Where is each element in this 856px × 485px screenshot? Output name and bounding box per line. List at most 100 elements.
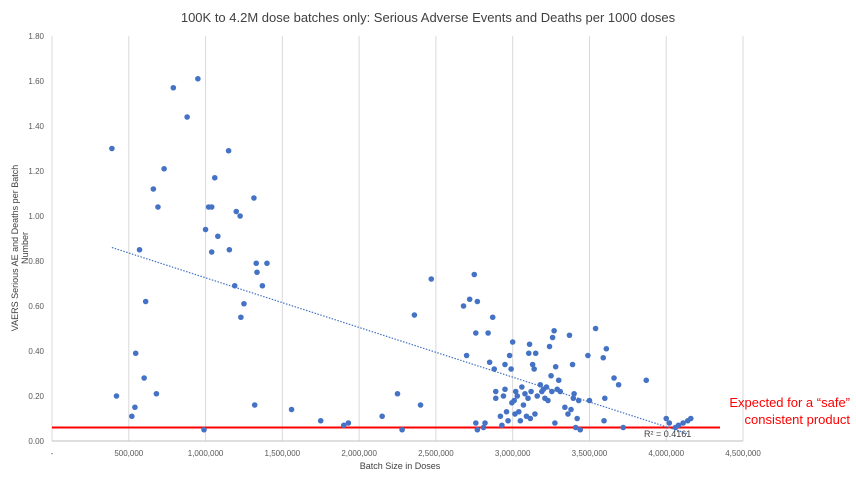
annotation-line-2: consistent product xyxy=(744,412,850,427)
data-point xyxy=(569,361,576,368)
data-point xyxy=(460,303,467,309)
data-point xyxy=(231,282,238,289)
data-point xyxy=(241,300,247,307)
data-point xyxy=(546,343,553,350)
data-point xyxy=(500,393,507,399)
y-tick-label: 1.60 xyxy=(28,77,44,86)
data-point xyxy=(474,426,481,433)
data-point xyxy=(113,393,120,399)
data-point xyxy=(600,354,607,361)
data-point xyxy=(570,395,577,402)
data-point xyxy=(254,269,260,276)
data-point xyxy=(394,390,401,397)
data-point xyxy=(195,75,201,82)
data-point xyxy=(463,352,470,359)
data-point xyxy=(251,195,257,201)
data-point xyxy=(680,420,686,426)
data-point xyxy=(519,384,525,390)
data-point xyxy=(528,388,534,395)
data-point xyxy=(571,390,577,397)
data-point xyxy=(611,375,617,381)
data-point xyxy=(251,402,258,408)
data-point xyxy=(532,411,538,417)
data-point xyxy=(109,145,115,152)
data-point xyxy=(555,377,562,384)
data-point xyxy=(153,390,160,397)
data-point xyxy=(603,345,610,352)
data-point xyxy=(545,397,551,404)
data-point xyxy=(543,384,550,390)
data-point xyxy=(473,330,479,336)
data-point xyxy=(517,417,524,424)
data-point xyxy=(211,174,218,181)
x-tick-label: - xyxy=(51,449,54,458)
r-squared-label: R² = 0.4161 xyxy=(644,429,692,439)
data-point xyxy=(503,408,510,415)
data-point xyxy=(170,84,177,91)
data-point xyxy=(237,213,243,219)
x-tick-label: 3,500,000 xyxy=(572,449,608,458)
data-point xyxy=(516,408,522,415)
data-point xyxy=(601,417,607,424)
data-point xyxy=(509,339,516,345)
data-point xyxy=(129,413,135,420)
data-point xyxy=(473,420,479,426)
y-axis-label: VAERS Serious AE and Deaths per Batch Nu… xyxy=(10,164,30,332)
data-point xyxy=(141,375,147,381)
x-tick-label: 4,000,000 xyxy=(648,449,684,458)
data-point xyxy=(499,422,505,429)
data-point xyxy=(238,314,244,321)
data-point xyxy=(317,417,324,424)
data-point xyxy=(215,233,221,240)
data-point xyxy=(492,395,499,402)
data-point xyxy=(491,366,498,372)
data-point xyxy=(492,388,499,395)
data-point xyxy=(514,393,521,399)
x-tick-label: 1,500,000 xyxy=(265,449,301,458)
data-point xyxy=(557,388,564,395)
data-point xyxy=(549,388,555,395)
data-point xyxy=(552,420,558,426)
data-point xyxy=(525,395,531,402)
y-tick-label: 1.80 xyxy=(28,32,44,41)
data-point xyxy=(485,330,491,336)
data-point xyxy=(687,415,694,422)
data-point xyxy=(552,363,559,370)
data-point xyxy=(529,361,536,368)
data-point xyxy=(482,420,488,426)
data-point xyxy=(201,426,207,433)
data-point xyxy=(184,114,190,120)
data-point xyxy=(399,426,405,433)
x-tick-label: 2,000,000 xyxy=(341,449,377,458)
y-axis-ticks: 0.00 0.20 0.40 0.60 0.80 1.00 1.20 1.40 1.60 1.80 xyxy=(28,32,44,446)
data-point xyxy=(502,361,508,368)
data-point xyxy=(161,165,167,172)
data-point xyxy=(136,246,143,253)
data-point xyxy=(525,350,532,357)
data-point xyxy=(577,426,584,433)
data-point xyxy=(497,413,504,420)
data-point xyxy=(565,411,571,417)
data-point xyxy=(566,332,573,339)
data-point xyxy=(225,147,232,154)
data-point xyxy=(526,341,533,348)
data-point xyxy=(675,422,682,429)
data-point xyxy=(549,334,556,341)
data-point xyxy=(527,415,534,422)
data-point xyxy=(486,359,493,366)
data-point xyxy=(288,406,295,413)
y-tick-label: 1.40 xyxy=(28,122,44,131)
x-tick-label: 2,500,000 xyxy=(418,449,454,458)
data-point xyxy=(643,377,650,384)
safe-product-annotation: Expected for a “safe” consistent product xyxy=(690,394,850,428)
data-point xyxy=(208,204,215,210)
x-tick-label: 3,000,000 xyxy=(495,449,531,458)
data-point xyxy=(666,420,673,426)
data-point xyxy=(345,420,352,426)
trendline xyxy=(111,246,690,435)
data-point xyxy=(551,327,557,334)
data-point xyxy=(548,372,554,379)
data-point xyxy=(505,417,511,424)
data-point xyxy=(620,424,627,431)
data-point xyxy=(259,282,266,289)
